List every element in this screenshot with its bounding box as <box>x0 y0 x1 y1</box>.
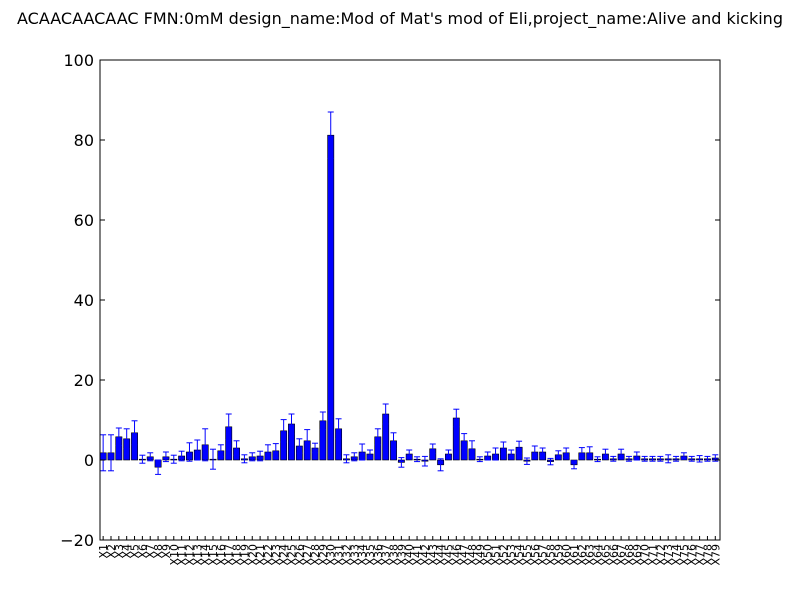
x-tick-label: X41 <box>411 544 424 566</box>
x-tick-label: X57 <box>537 544 550 566</box>
x-tick-label: X23 <box>270 544 283 566</box>
x-tick-label: X43 <box>427 544 440 566</box>
x-tick-label: X12 <box>183 544 196 566</box>
x-tick-label: X27 <box>301 544 314 566</box>
x-tick-label: X29 <box>317 544 330 566</box>
x-tick-label: X61 <box>568 544 581 566</box>
y-tick-label: 20 <box>74 371 94 390</box>
x-tick-label: X76 <box>686 544 699 566</box>
x-tick-label: X5 <box>129 544 142 559</box>
x-tick-label: X16 <box>215 544 228 566</box>
x-tick-label: X15 <box>207 544 220 566</box>
x-tick-label: X3 <box>113 544 126 559</box>
x-tick-label: X8 <box>152 544 165 559</box>
x-tick-label: X7 <box>144 544 157 559</box>
x-tick-label: X62 <box>576 544 589 566</box>
x-tick-label: X17 <box>223 544 236 566</box>
x-tick-label: X52 <box>497 544 510 566</box>
x-tick-label: X13 <box>191 544 204 566</box>
x-tick-label: X40 <box>403 544 416 566</box>
x-tick-label: X32 <box>340 544 353 566</box>
x-tick-label: X70 <box>639 544 652 566</box>
x-tick-label: X4 <box>121 544 134 559</box>
x-tick-label: X22 <box>262 544 275 566</box>
x-tick-label: X68 <box>623 544 636 566</box>
x-tick-label: X65 <box>599 544 612 566</box>
x-tick-label: X18 <box>231 544 244 566</box>
x-tick-label: X77 <box>694 544 707 566</box>
x-tick-label: X48 <box>466 544 479 566</box>
chart-title: ACAACAACAAC FMN:0mM design_name:Mod of M… <box>17 9 783 29</box>
x-tick-label: X37 <box>380 544 393 566</box>
x-tick-label: X73 <box>662 544 675 566</box>
x-tick-label: X35 <box>364 544 377 566</box>
x-tick-label: X50 <box>482 544 495 566</box>
x-tick-label: X34 <box>356 544 369 566</box>
x-tick-label: X42 <box>419 544 432 566</box>
x-tick-label: X33 <box>348 544 361 566</box>
y-tick-label: 40 <box>74 291 94 310</box>
x-tick-label: X30 <box>325 544 338 566</box>
x-tick-label: X60 <box>560 544 573 566</box>
x-tick-label: X72 <box>654 544 667 566</box>
x-tick-label: X10 <box>168 544 181 566</box>
y-tick-label: 80 <box>74 131 94 150</box>
axes-frame <box>99 59 721 541</box>
x-tick-label: X63 <box>584 544 597 566</box>
x-tick-label: X2 <box>105 544 118 559</box>
x-tick-label: X79 <box>709 544 722 566</box>
x-tick-label: X47 <box>458 544 471 566</box>
x-tick-label: X24 <box>278 544 291 566</box>
x-tick-label: X39 <box>395 544 408 566</box>
x-tick-label: X11 <box>176 544 189 566</box>
x-tick-label: X6 <box>136 544 149 559</box>
x-tick-label: X19 <box>238 544 251 566</box>
plot-area: X1X2X3X4X5X6X7X8X9X10X11X12X13X14X15X16X… <box>60 51 722 566</box>
x-tick-label: X49 <box>474 544 487 566</box>
x-tick-label: X58 <box>544 544 557 566</box>
x-tick-label: X21 <box>254 544 267 566</box>
y-tick-label: 0 <box>84 451 94 470</box>
x-tick-label: X36 <box>372 544 385 566</box>
x-tick-label: X64 <box>592 544 605 566</box>
x-tick-label: X26 <box>293 544 306 566</box>
x-tick-label: X55 <box>521 544 534 566</box>
x-tick-label: X1 <box>97 544 110 559</box>
y-tick-label: 100 <box>63 51 94 70</box>
x-tick-label: X25 <box>285 544 298 566</box>
x-tick-label: X38 <box>388 544 401 566</box>
x-tick-label: X66 <box>607 544 620 566</box>
x-tick-label: X45 <box>442 544 455 566</box>
x-tick-label: X44 <box>435 544 448 566</box>
x-tick-label: X75 <box>678 544 691 566</box>
y-tick-label: −20 <box>60 531 94 550</box>
x-tick-label: X54 <box>513 544 526 566</box>
x-tick-label: X31 <box>333 544 346 566</box>
y-tick-label: 60 <box>74 211 94 230</box>
x-tick-label: X56 <box>529 544 542 566</box>
x-tick-label: X59 <box>552 544 565 566</box>
x-tick-label: X14 <box>199 544 212 566</box>
x-tick-label: X67 <box>615 544 628 566</box>
x-tick-label: X53 <box>505 544 518 566</box>
x-tick-label: X28 <box>309 544 322 566</box>
x-tick-label: X74 <box>670 544 683 566</box>
x-tick-label: X69 <box>631 544 644 566</box>
x-tick-label: X71 <box>647 544 660 566</box>
x-tick-label: X20 <box>246 544 259 566</box>
x-tick-label: X51 <box>490 544 503 566</box>
x-tick-label: X9 <box>160 544 173 559</box>
x-tick-label: X78 <box>701 544 714 566</box>
x-tick-label: X46 <box>450 544 463 566</box>
bar <box>327 134 335 461</box>
